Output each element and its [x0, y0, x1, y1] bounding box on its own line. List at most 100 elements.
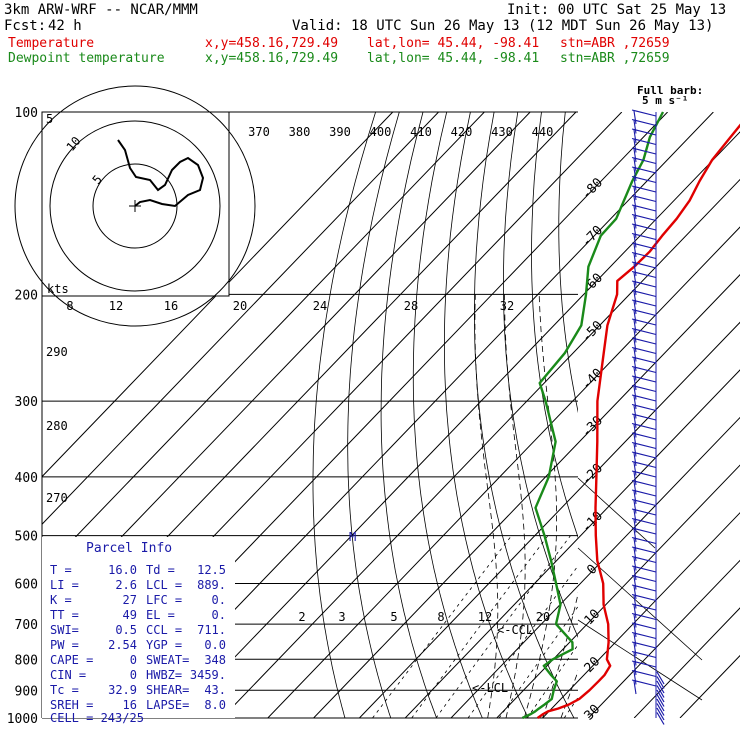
wind-barb: [631, 194, 657, 203]
parcel-row-value2: 43.: [204, 683, 226, 697]
wind-barb-feather: [633, 177, 637, 191]
m-marker: M: [349, 530, 356, 544]
wind-barb: [631, 223, 657, 231]
wind-barb-feather: [633, 196, 637, 210]
parcel-row-label2: SWEAT=: [146, 653, 189, 667]
isotherm-label: -60: [579, 271, 606, 298]
wind-barb: [631, 574, 657, 583]
parcel-row-label2: Td =: [146, 563, 175, 577]
lcl-marker: <-LCL: [472, 681, 508, 695]
wind-barb: [631, 251, 657, 260]
wind-barb: [631, 441, 657, 450]
wind-barb-feather: [633, 376, 637, 391]
wind-barb: [631, 584, 657, 592]
wind-barb-feather: [633, 167, 637, 182]
dry-adiabat: [312, 112, 376, 718]
dewpoint-station: stn=ABR ,72659: [560, 51, 670, 66]
parcel-row-label2: LFC =: [146, 593, 182, 607]
wind-barb: [631, 479, 657, 488]
wind-barb-feather: [633, 253, 637, 267]
wind-barb-feather: [633, 642, 637, 657]
frame-line: [577, 547, 703, 661]
wind-barb-feather: [633, 538, 637, 552]
wind-barb-feather: [633, 129, 637, 144]
wind-barb-feather: [633, 148, 637, 163]
pressure-tick-label: 700: [15, 618, 38, 633]
frame-line: [577, 477, 656, 549]
wind-barb: [631, 650, 657, 659]
wind-barb-feather: [633, 310, 637, 324]
parcel-row-value: 0.5: [115, 623, 137, 637]
valid-time: Valid: 18 UTC Sun 26 May 13 (12 MDT Sun …: [292, 18, 714, 34]
wind-barb: [631, 603, 657, 611]
theta-left-label: 290: [46, 345, 68, 359]
wind-barb: [631, 555, 657, 564]
wind-barb-feather: [633, 367, 637, 381]
wind-barb-feather: [633, 234, 637, 248]
mixing-ratio-label: 5: [390, 610, 397, 624]
isotherm-line: [588, 559, 740, 718]
moist-adiabat-label: 24: [313, 299, 327, 313]
wind-barb-feather: [633, 481, 637, 495]
wind-barb: [631, 318, 657, 326]
wind-barb-feather: [633, 319, 637, 334]
moist-adiabat-label: 16: [164, 299, 178, 313]
wind-barb: [631, 232, 657, 241]
isotherm-label: -10: [579, 509, 606, 536]
moist-adiabat: [474, 294, 499, 718]
theta-label: 410: [410, 125, 432, 139]
moist-adiabat-label: 20: [233, 299, 247, 313]
isotherm-label: -80: [579, 175, 606, 202]
mixing-ratio-line: [563, 696, 578, 718]
wind-barb-feather: [633, 395, 637, 410]
theta-label: 420: [451, 125, 473, 139]
wind-barb-feather: [633, 680, 637, 695]
isotherm-line: [267, 226, 740, 718]
parcel-row-value: 0: [130, 668, 137, 682]
wind-barb-feather: [633, 281, 637, 296]
dewpoint-xy: x,y=458.16,729.49: [205, 51, 339, 66]
wind-barb-feather: [633, 357, 637, 372]
wind-barb-feather: [633, 509, 637, 524]
wind-barb: [631, 375, 657, 383]
wind-barb-feather: [633, 595, 637, 609]
wind-barb-feather: [633, 205, 637, 220]
dewpoint-line: [521, 111, 665, 720]
wind-barb-feather: [633, 452, 637, 467]
parcel-row-value2: 3459.: [190, 668, 226, 682]
theta-left-label: 280: [46, 419, 68, 433]
parcel-row-value2: 0.0: [204, 638, 226, 652]
wind-barb: [631, 498, 657, 507]
dry-adiabat: [684, 112, 740, 718]
mixing-ratio-line: [435, 535, 571, 718]
temperature-latlon: lat,lon= 45.44, -98.41: [367, 36, 540, 51]
isotherm-line: [42, 112, 439, 525]
wind-barb-low: [656, 689, 665, 703]
ccl-marker: <-CCL: [497, 623, 533, 637]
parcel-row-label2: HWBZ=: [146, 668, 182, 682]
parcel-row-label2: YGP =: [146, 638, 182, 652]
wind-barb: [631, 546, 657, 554]
parcel-row-label: TT =: [50, 608, 79, 622]
mixing-ratio-line: [467, 565, 578, 718]
parcel-row-value: 2.6: [115, 578, 137, 592]
pressure-tick-label: 500: [15, 530, 38, 545]
wind-barb-feather: [633, 405, 637, 419]
wind-barb-feather: [633, 633, 637, 647]
wind-barb-feather: [633, 547, 637, 562]
wind-barb-feather: [633, 291, 637, 305]
parcel-row-label: LI =: [50, 578, 79, 592]
wind-barb: [631, 156, 657, 165]
wind-barb: [631, 242, 657, 250]
wind-barb-feather: [633, 661, 637, 676]
wind-barb: [631, 612, 657, 621]
frame-line: [577, 619, 703, 701]
wind-barb: [631, 527, 657, 535]
pressure-tick-label: 100: [15, 106, 38, 121]
wind-barb-feather: [633, 329, 637, 343]
theta-label: 440: [532, 125, 554, 139]
wind-barb-feather: [633, 443, 637, 457]
isotherm-line: [221, 178, 740, 718]
wind-barb-feather: [633, 386, 637, 400]
theta-label: 380: [289, 125, 311, 139]
